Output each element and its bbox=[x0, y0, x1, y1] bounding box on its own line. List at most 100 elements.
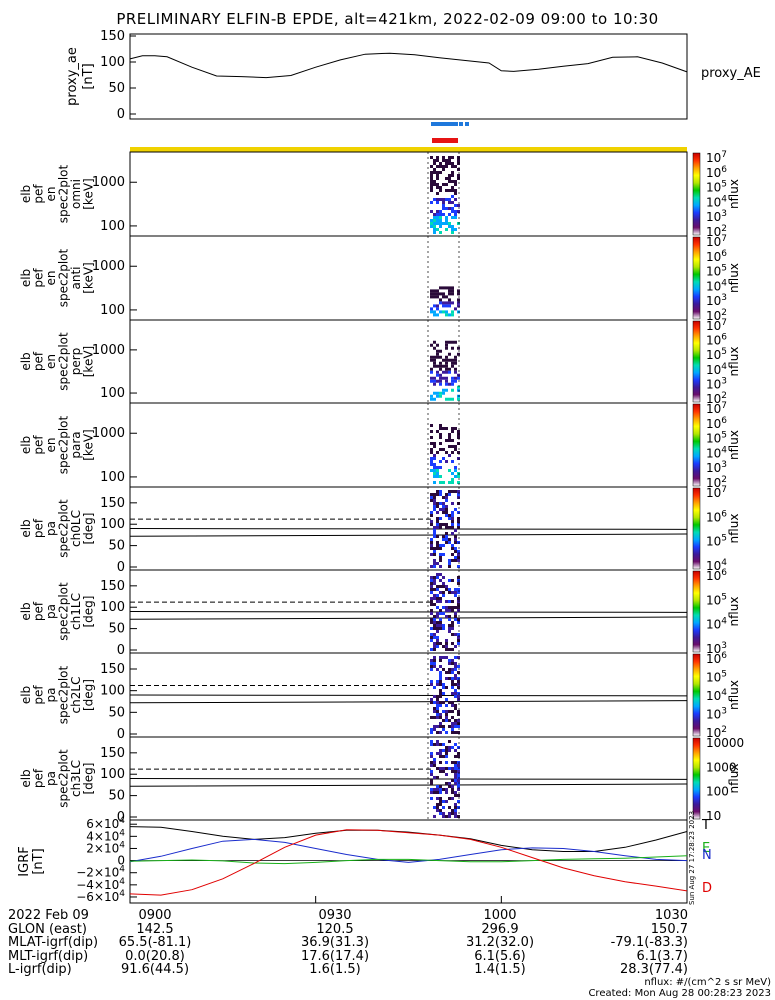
flux-pixel bbox=[457, 388, 460, 392]
flux-pixel bbox=[442, 606, 445, 609]
flux-pixel bbox=[439, 800, 442, 803]
flux-pixel bbox=[433, 445, 436, 448]
y-axis-label: [deg] bbox=[82, 513, 96, 545]
flux-pixel bbox=[445, 609, 448, 612]
flux-pixel bbox=[457, 481, 460, 484]
flux-pixel bbox=[442, 728, 445, 731]
flux-pixel bbox=[436, 806, 439, 809]
flux-pixel bbox=[433, 695, 436, 698]
flux-pixel bbox=[430, 591, 433, 594]
flux-pixel bbox=[454, 367, 457, 371]
flux-pixel bbox=[457, 698, 460, 701]
flux-pixel bbox=[454, 556, 457, 559]
flux-pixel bbox=[430, 463, 433, 466]
spectrogram-data bbox=[430, 656, 460, 734]
flux-pixel bbox=[454, 665, 457, 668]
flux-pixel bbox=[430, 171, 433, 174]
flux-pixel bbox=[457, 526, 460, 529]
flux-pixel bbox=[436, 171, 439, 174]
flux-pixel bbox=[430, 376, 433, 380]
flux-pixel bbox=[454, 755, 457, 758]
flux-pixel bbox=[430, 743, 433, 746]
colorbar-tick-label: 106 bbox=[706, 416, 727, 431]
flux-pixel bbox=[451, 627, 454, 630]
flux-pixel bbox=[430, 782, 433, 785]
igrf-D-line bbox=[129, 829, 688, 896]
flux-pixel bbox=[448, 174, 451, 177]
colorbar-tick-label: 104 bbox=[706, 688, 727, 703]
colorbar-tick-label: 105 bbox=[706, 180, 727, 195]
flux-pixel bbox=[430, 636, 433, 639]
flux-pixel bbox=[433, 198, 436, 201]
flux-pixel bbox=[457, 618, 460, 621]
flux-pixel bbox=[430, 576, 433, 579]
flux-pixel bbox=[451, 526, 454, 529]
flux-pixel bbox=[445, 767, 448, 770]
flux-pixel bbox=[433, 621, 436, 624]
flux-pixel bbox=[433, 532, 436, 535]
igrf-E-line bbox=[129, 855, 688, 865]
flux-pixel bbox=[451, 201, 454, 204]
flux-pixel bbox=[430, 514, 433, 517]
flux-pixel bbox=[457, 523, 460, 526]
footer-row-value: 31.2(32.0) bbox=[465, 935, 535, 950]
flux-pixel bbox=[439, 394, 442, 398]
flux-pixel bbox=[457, 603, 460, 606]
flux-pixel bbox=[436, 707, 439, 710]
y-axis-label: pef bbox=[32, 601, 46, 621]
flux-pixel bbox=[436, 615, 439, 618]
flux-pixel bbox=[430, 764, 433, 767]
flux-pixel bbox=[433, 376, 436, 380]
flux-pixel bbox=[433, 391, 436, 395]
flux-pixel bbox=[436, 364, 439, 368]
y-axis-label: spec2plot bbox=[57, 499, 71, 558]
spectrogram-data bbox=[430, 424, 460, 484]
flux-pixel bbox=[439, 677, 442, 680]
spectrogram-data bbox=[430, 740, 460, 818]
flux-pixel bbox=[445, 304, 448, 308]
flux-pixel bbox=[433, 553, 436, 556]
flux-pixel bbox=[439, 701, 442, 704]
flux-pixel bbox=[433, 168, 436, 171]
flux-pixel bbox=[433, 442, 436, 445]
flux-pixel bbox=[436, 490, 439, 493]
flux-pixel bbox=[442, 156, 445, 159]
flux-pixel bbox=[436, 475, 439, 478]
flux-pixel bbox=[433, 576, 436, 579]
flux-pixel bbox=[430, 496, 433, 499]
flux-pixel bbox=[457, 292, 460, 296]
flux-pixel bbox=[448, 301, 451, 305]
flux-pixel bbox=[451, 553, 454, 556]
flux-pixel bbox=[454, 794, 457, 797]
flux-pixel bbox=[457, 520, 460, 523]
flux-pixel bbox=[433, 579, 436, 582]
flux-pixel bbox=[439, 162, 442, 165]
flux-pixel bbox=[457, 794, 460, 797]
flux-pixel bbox=[439, 671, 442, 674]
flux-pixel bbox=[454, 677, 457, 680]
flux-pixel bbox=[448, 370, 451, 374]
flux-pixel bbox=[451, 671, 454, 674]
colorbar-tick-label: 105 bbox=[706, 347, 727, 362]
flux-pixel bbox=[448, 436, 451, 439]
y-tick-label: 100 bbox=[100, 219, 125, 234]
flux-pixel bbox=[451, 292, 454, 296]
flux-pixel bbox=[454, 618, 457, 621]
flux-pixel bbox=[436, 216, 439, 219]
flux-pixel bbox=[439, 373, 442, 377]
flux-pixel bbox=[436, 535, 439, 538]
flux-pixel bbox=[433, 295, 436, 299]
flux-pixel bbox=[436, 630, 439, 633]
flux-pixel bbox=[451, 376, 454, 380]
flux-pixel bbox=[445, 340, 448, 344]
flux-pixel bbox=[439, 225, 442, 228]
y-tick-label: 100 bbox=[100, 386, 125, 401]
footer-row-value: 1030 bbox=[654, 908, 688, 923]
flux-pixel bbox=[454, 791, 457, 794]
flux-pixel bbox=[436, 752, 439, 755]
flux-pixel bbox=[451, 770, 454, 773]
flux-pixel bbox=[451, 472, 454, 475]
flux-pixel bbox=[457, 633, 460, 636]
flux-pixel bbox=[436, 627, 439, 630]
flux-pixel bbox=[430, 210, 433, 213]
